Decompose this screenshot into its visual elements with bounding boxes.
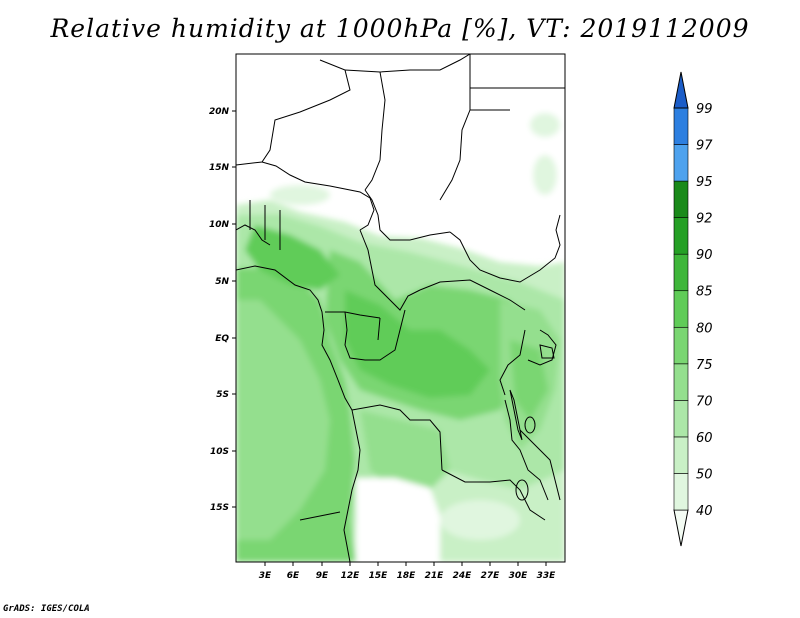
colorbar-segment	[673, 217, 689, 255]
lon-label-15e: 15E	[369, 571, 389, 581]
longitude-axis: 3E 6E 9E 12E 15E 18E 21E 24E 27E 30E 33E	[259, 562, 556, 581]
colorbar-segment	[673, 180, 689, 218]
latitude-axis: 20N 15N 10N 5N EQ 5S 10S 15S	[209, 107, 236, 513]
lat-label-5n: 5N	[215, 277, 229, 287]
lakes	[509, 344, 555, 501]
colorbar-label: 90	[696, 248, 713, 263]
colorbar-segment	[673, 436, 689, 474]
lon-label-6e: 6E	[287, 571, 300, 581]
lat-label-10n: 10N	[209, 220, 230, 230]
colorbar-segment	[673, 363, 689, 401]
lat-label-10s: 10S	[210, 447, 229, 457]
colorbar-label: 50	[696, 467, 713, 482]
lat-label-eq: EQ	[215, 334, 229, 344]
lon-label-33e: 33E	[537, 571, 557, 581]
lat-label-15n: 15N	[209, 163, 230, 173]
lon-label-27e: 27E	[481, 571, 501, 581]
humidity-field	[236, 54, 565, 562]
lat-label-20n: 20N	[209, 107, 230, 117]
colorbar-min-triangle	[673, 509, 689, 547]
colorbar-label: 40	[696, 504, 713, 519]
colorbar-label: 70	[696, 394, 713, 409]
map-title: Relative humidity at 1000hPa [%], VT: 20…	[50, 14, 750, 43]
colorbar-segment	[673, 253, 689, 292]
lon-label-9e: 9E	[316, 571, 329, 581]
lat-label-5s: 5S	[216, 390, 229, 400]
colorbar-label: 75	[696, 358, 713, 373]
lat-label-15s: 15S	[210, 503, 229, 513]
colorbar-segment	[673, 400, 689, 438]
grads-credit: GrADS: IGES/COLA	[3, 604, 90, 614]
colorbar-label: 60	[696, 431, 713, 446]
colorbar: 40 50 60 70 75 80 85 90 92 95 97 99	[673, 71, 713, 547]
colorbar-segment	[673, 144, 689, 182]
colorbar-segment	[673, 326, 689, 365]
lon-label-24e: 24E	[453, 571, 473, 581]
lon-label-30e: 30E	[509, 571, 529, 581]
lon-label-3e: 3E	[259, 571, 272, 581]
colorbar-segment	[673, 290, 689, 328]
colorbar-segment	[673, 107, 689, 145]
lon-label-12e: 12E	[341, 571, 361, 581]
colorbar-label: 99	[696, 102, 713, 117]
colorbar-label: 85	[696, 285, 713, 300]
colorbar-label: 92	[696, 212, 713, 227]
colorbar-label: 80	[696, 321, 713, 336]
colorbar-label: 95	[696, 175, 713, 190]
colorbar-label: 97	[696, 139, 713, 154]
colorbar-segment	[673, 473, 689, 511]
colorbar-max-triangle	[673, 71, 689, 109]
lon-label-18e: 18E	[397, 571, 417, 581]
map-frame	[235, 53, 566, 563]
country-borders	[236, 54, 565, 562]
lon-label-21e: 21E	[425, 571, 445, 581]
